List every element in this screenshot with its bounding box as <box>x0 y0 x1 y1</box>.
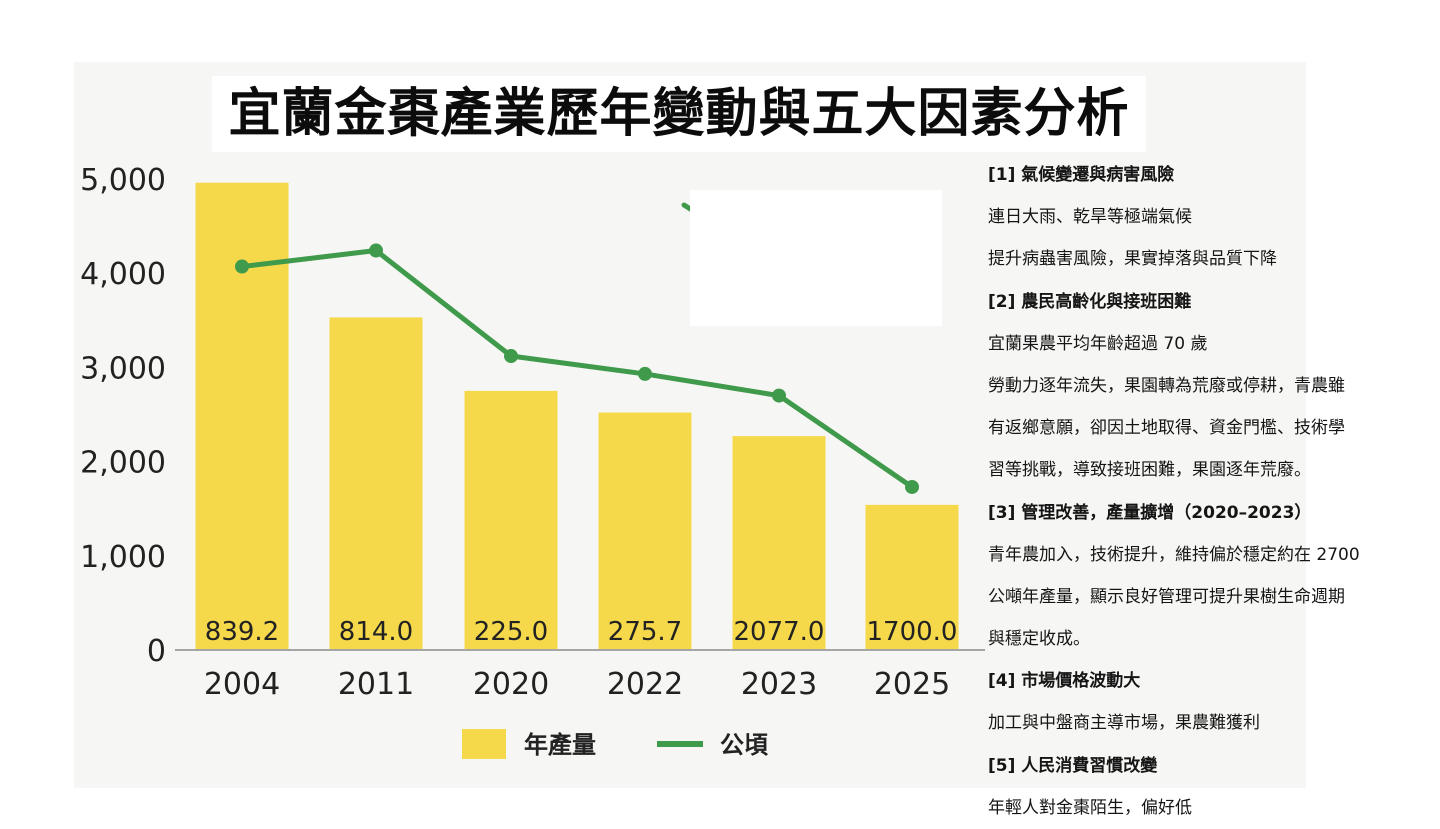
y-tick-label: 0 <box>147 634 166 669</box>
factor-text-line: 宜蘭果農平均年齡超過 70 歲 <box>988 333 1208 354</box>
line-series-hectares <box>241 248 914 490</box>
y-tick-label: 1,000 <box>80 540 166 575</box>
bar-2025 <box>865 504 959 649</box>
line-point-2020 <box>504 349 518 364</box>
factor-text-line: 連日大雨、乾旱等極端氣候 <box>988 207 1192 228</box>
x-tick-label: 2022 <box>607 667 683 702</box>
factor-text-line: 加工與中盤商主導市場，果農難獲利 <box>988 713 1260 734</box>
line-point-2011 <box>369 243 383 258</box>
factor-text-column: [1] 氣候變遷與病害風險 連日大雨、乾旱等極端氣候提升病蟲害風險，果實掉落與品質… <box>988 154 1428 829</box>
x-tick-label: 2023 <box>741 667 817 702</box>
blank-overlay <box>690 190 942 326</box>
y-tick-label: 5,000 <box>80 163 166 198</box>
bar-data-label: 225.0 <box>474 617 548 647</box>
factor-text-line: 勞動力逐年流失，果園轉為荒廢或停耕，青農雖 <box>988 375 1345 396</box>
page-title: 宜蘭金棗產業歷年變動與五大因素分析 <box>212 76 1146 152</box>
factor-text-line: 有返鄉意願，卻因土地取得、資金門檻、技術學 <box>988 418 1345 439</box>
bar-data-label: 275.7 <box>608 617 682 647</box>
legend-label-line: 公頃 <box>720 731 769 759</box>
line-point-2004 <box>235 259 249 274</box>
legend-label-bar: 年產量 <box>524 731 596 759</box>
factor-heading: [4] 市場價格波動大 <box>988 671 1141 692</box>
factor-text-line: 青年農加入，技術提升，維持偏於穩定約在 2700 <box>988 544 1360 565</box>
chart-area: 0 1,000 2,000 3,000 4,000 5,000 839.2 2004 814.0… <box>80 163 985 759</box>
line-point-2023 <box>772 388 786 403</box>
bar-2020 <box>464 390 558 649</box>
factor-text-line: 提升病蟲害風險，果實掉落與品質下降 <box>988 249 1277 270</box>
y-tick-label: 4,000 <box>80 257 166 292</box>
x-tick-label: 2025 <box>874 667 950 702</box>
factor-text-line: 習等挑戰，導致接班困難，果園逐年荒廢。 <box>988 460 1311 481</box>
x-tick-label: 2020 <box>473 667 549 702</box>
bar-2022 <box>598 412 692 649</box>
bar-data-label: 2077.0 <box>734 617 825 647</box>
bar-2023 <box>732 436 826 649</box>
factor-text-line: 年輕人對金棗陌生，偏好低 <box>988 797 1192 818</box>
bar-data-label: 814.0 <box>339 617 413 647</box>
factor-text-line: 公噸年產量，顯示良好管理可提升果樹生命週期 <box>988 586 1345 607</box>
bar-data-label: 839.2 <box>205 617 279 647</box>
x-tick-label: 2011 <box>338 667 414 702</box>
factor-text-line: 與穩定收成。 <box>988 629 1090 650</box>
bar-data-label: 1700.0 <box>867 617 958 647</box>
factor-heading: [5] 人民消費習慣改變 <box>988 755 1158 776</box>
bar-2004 <box>195 182 289 649</box>
y-tick-label: 2,000 <box>80 446 166 481</box>
legend-swatch-bar <box>462 729 506 759</box>
bar-2011 <box>329 317 423 649</box>
factor-heading: [2] 農民高齡化與接班困難 <box>988 291 1192 312</box>
line-point-2022 <box>638 366 652 381</box>
factor-heading: [3] 管理改善，產量擴增（2020–2023） <box>988 502 1312 523</box>
x-tick-label: 2004 <box>204 667 280 702</box>
y-tick-label: 3,000 <box>80 351 166 386</box>
line-point-2025 <box>905 479 919 494</box>
factor-heading: [1] 氣候變遷與病害風險 <box>988 165 1175 185</box>
